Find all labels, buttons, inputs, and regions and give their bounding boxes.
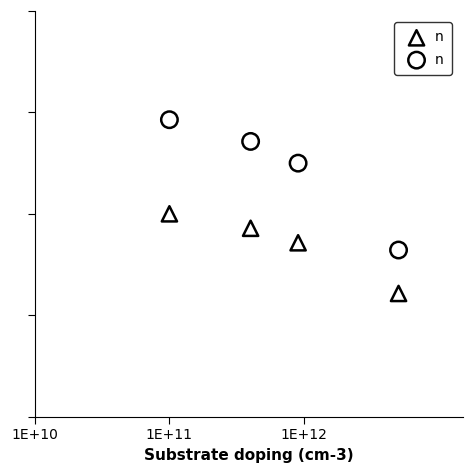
n [294,159,302,167]
Legend: n, n: n, n [394,22,452,75]
X-axis label: Substrate doping (cm-3): Substrate doping (cm-3) [144,448,354,463]
n [165,210,173,218]
n [395,246,402,254]
n [395,290,402,297]
n [247,137,255,145]
n [165,116,173,124]
n [247,225,255,232]
n [294,239,302,246]
